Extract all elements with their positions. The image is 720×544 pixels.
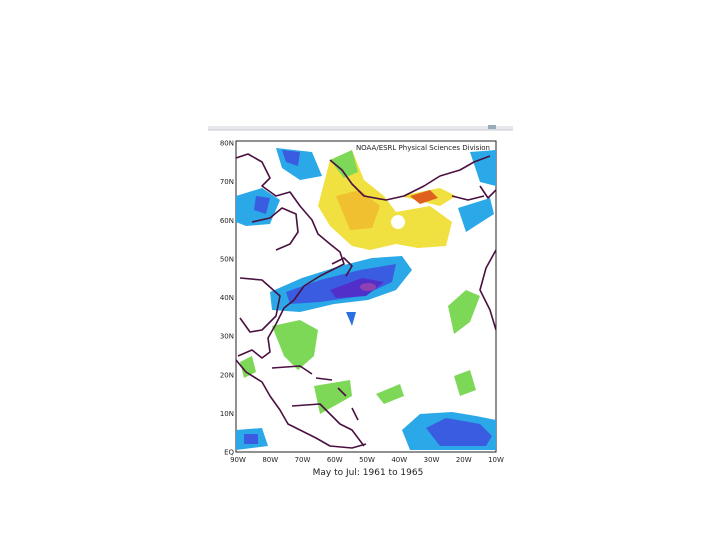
longitude-label: 50W xyxy=(359,456,375,464)
longitude-label: 20W xyxy=(456,456,472,464)
map-caption: May to Jul: 1961 to 1965 xyxy=(313,468,424,478)
latitude-label: 20N xyxy=(220,371,234,379)
latitude-label: 70N xyxy=(220,178,234,186)
map-panel xyxy=(235,140,497,453)
longitude-label: 80W xyxy=(262,456,278,464)
coastlines xyxy=(236,153,496,449)
longitude-label: 90W xyxy=(230,456,246,464)
toolbar-strip xyxy=(208,125,513,131)
longitude-label: 70W xyxy=(295,456,311,464)
latitude-label: 40N xyxy=(220,294,234,302)
anomaly-field xyxy=(236,148,496,450)
longitude-labels: 90W 80W 70W 60W 50W 40W 30W 20W 10W xyxy=(230,456,504,464)
latitude-label: 50N xyxy=(220,255,234,263)
latitude-label: 30N xyxy=(220,333,234,341)
longitude-label: 60W xyxy=(327,456,343,464)
latitude-label: 60N xyxy=(220,217,234,225)
map-credit: NOAA/ESRL Physical Sciences Division xyxy=(356,144,490,152)
latitude-label: 80N xyxy=(220,140,234,148)
latitude-label: 10N xyxy=(220,410,234,418)
latitude-labels: 80N 70N 60N 50N 40N 30N 20N 10N EQ xyxy=(220,140,235,457)
longitude-label: 10W xyxy=(488,456,504,464)
longitude-label: 40W xyxy=(391,456,407,464)
longitude-label: 30W xyxy=(424,456,440,464)
latitude-label: EQ xyxy=(224,449,234,457)
